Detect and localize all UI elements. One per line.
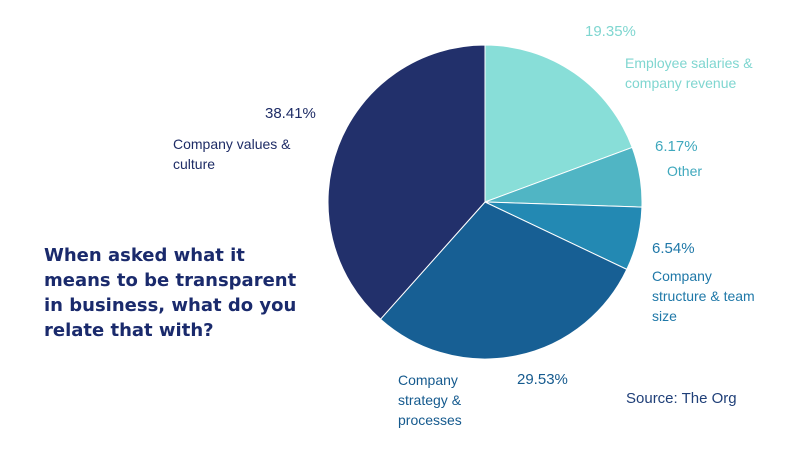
slice-value-label: 19.35% — [585, 23, 636, 40]
slice-category-label: Companystructure & teamsize — [652, 268, 755, 324]
source-note: Source: The Org — [626, 390, 737, 407]
slice-value-label: 6.17% — [655, 138, 698, 155]
chart-title: When asked what it means to be transpare… — [44, 243, 314, 343]
slice-category-label: Company values &culture — [173, 136, 291, 172]
slice-value-label: 38.41% — [265, 105, 316, 122]
slice-category-label: Companystrategy &processes — [398, 372, 462, 428]
pie-slices — [328, 45, 642, 359]
slice-value-label: 6.54% — [652, 240, 695, 257]
slice-category-label: Other — [667, 163, 702, 179]
slice-category-label: Employee salaries &company revenue — [625, 55, 753, 91]
slice-value-label: 29.53% — [517, 371, 568, 388]
